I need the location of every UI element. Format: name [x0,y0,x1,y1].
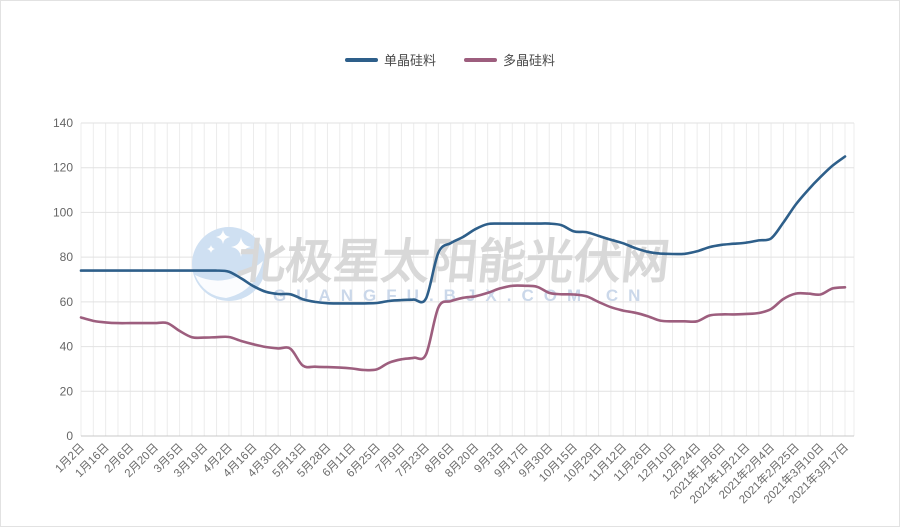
y-tick-label: 20 [60,384,74,398]
watermark: 北极星太阳能光伏网 GUANGFU.BJX.COM.CN [192,227,672,305]
watermark-subtext: GUANGFU.BJX.COM.CN [273,286,650,305]
y-tick-label: 100 [53,205,73,219]
legend-item-mono-silicon[interactable]: 单晶硅料 [344,50,436,69]
multi-silicon-series-line [79,284,847,372]
y-tick-label: 80 [60,250,74,264]
legend: 单晶硅料 多晶硅料 [1,50,899,69]
plot-area[interactable] [81,123,854,436]
multi-series-line-icon [464,57,497,62]
y-tick-label: 140 [53,116,73,130]
y-tick-label: 120 [53,161,73,175]
mono-silicon-series-line [79,155,847,305]
legend-item-multi-silicon[interactable]: 多晶硅料 [464,50,555,69]
y-tick-label: 60 [60,295,74,309]
series-lines [79,155,847,372]
legend-label-multi: 多晶硅料 [503,53,556,68]
mono-series-line-icon [344,57,378,62]
watermark-text: 北极星太阳能光伏网 [235,235,673,289]
y-tick-label: 0 [66,429,73,443]
y-tick-label: 40 [60,340,74,354]
legend-label-mono: 单晶硅料 [383,53,436,68]
